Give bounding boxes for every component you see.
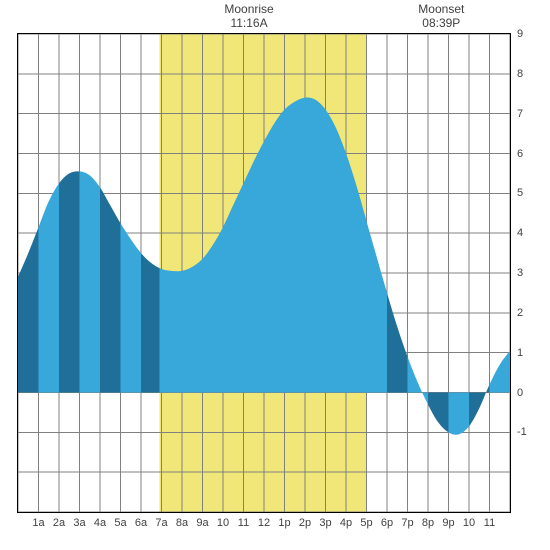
y-tick-label: 6 <box>517 148 523 160</box>
x-tick-label: 7a <box>155 517 167 529</box>
y-tick-label: 1 <box>517 347 523 359</box>
tide-curve-layer <box>18 34 510 512</box>
x-tick-label: 12 <box>258 517 270 529</box>
x-tick-label: 9a <box>196 517 208 529</box>
x-tick-label: 11 <box>238 517 249 529</box>
x-tick-label: 3p <box>319 517 331 529</box>
y-tick-label: 7 <box>517 108 523 120</box>
x-tick-label: 5a <box>114 517 126 529</box>
x-tick-label: 1a <box>32 517 44 529</box>
moonrise-title: Moonrise <box>224 2 273 16</box>
x-tick-label: 8p <box>422 517 434 529</box>
x-tick-label: 10 <box>463 517 475 529</box>
x-tick-label: 2p <box>299 517 311 529</box>
y-tick-label: 5 <box>517 187 523 199</box>
x-tick-label: 11 <box>484 517 495 529</box>
plot-area <box>17 33 511 513</box>
y-tick-label: 3 <box>517 267 523 279</box>
y-tick-label: 2 <box>517 307 523 319</box>
moonset-label: Moonset 08:39P <box>418 2 464 31</box>
y-tick-label: -1 <box>517 426 527 438</box>
x-tick-label: 8a <box>176 517 188 529</box>
x-tick-label: 1p <box>278 517 290 529</box>
y-tick-label: 0 <box>517 387 523 399</box>
tide-chart: Moonrise 11:16A Moonset 08:39P 1a 2a 3a 4a 5… <box>0 0 550 550</box>
y-tick-label: 4 <box>517 227 523 239</box>
x-tick-label: 4a <box>94 517 106 529</box>
x-tick-label: 4p <box>340 517 352 529</box>
x-tick-label: 5p <box>360 517 372 529</box>
moonrise-time: 11:16A <box>224 16 273 30</box>
x-tick-label: 10 <box>217 517 229 529</box>
x-tick-label: 2a <box>53 517 65 529</box>
moonset-title: Moonset <box>418 2 464 16</box>
x-tick-label: 6p <box>381 517 393 529</box>
y-tick-label: 8 <box>517 68 523 80</box>
y-tick-label: 9 <box>517 28 523 40</box>
x-tick-label: 9p <box>442 517 454 529</box>
x-tick-label: 3a <box>73 517 85 529</box>
moonset-time: 08:39P <box>418 16 464 30</box>
moonrise-label: Moonrise 11:16A <box>224 2 273 31</box>
x-tick-label: 6a <box>135 517 147 529</box>
x-tick-label: 7p <box>401 517 413 529</box>
